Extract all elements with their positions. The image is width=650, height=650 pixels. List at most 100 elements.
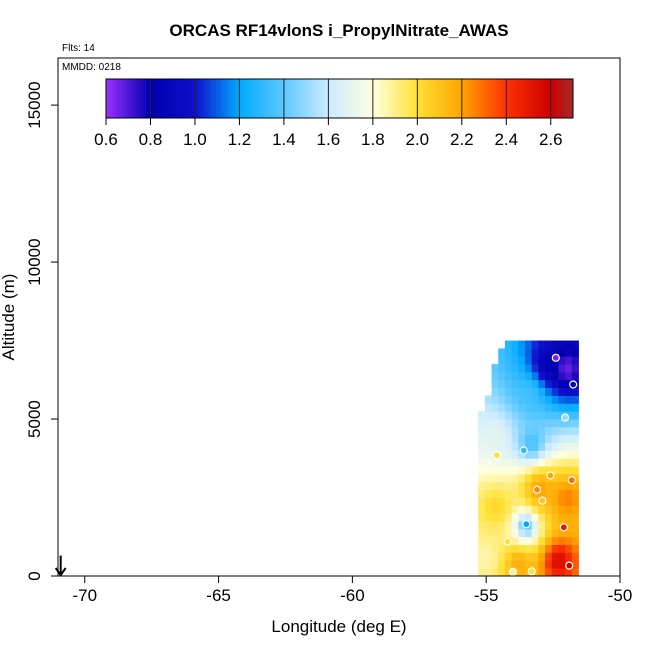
colorbar-segment (336, 79, 340, 118)
colorbar-segment (542, 79, 547, 118)
colorbar-segment (286, 79, 290, 118)
heatmap-cell (538, 356, 546, 365)
sample-point (560, 413, 570, 422)
heatmap-cell (525, 426, 533, 436)
heatmap-cell (478, 544, 486, 553)
heatmap-cell (491, 505, 499, 514)
colorbar-segment (129, 79, 134, 118)
heatmap-cell (538, 340, 546, 349)
colorbar-segment (212, 79, 217, 118)
heatmap-cell (551, 395, 559, 404)
colorbar-tick-label: 1.8 (361, 130, 385, 149)
colorbar-segment (139, 79, 144, 118)
heatmap-cell (518, 536, 526, 546)
heatmap-cell (518, 442, 526, 451)
heatmap-cell (531, 536, 539, 546)
heatmap-cell (484, 450, 492, 459)
heatmap-cell (518, 450, 526, 459)
heatmap-cell (525, 348, 533, 357)
colorbar-segment (132, 79, 137, 118)
colorbar-segment (536, 79, 541, 118)
colorbar-segment (219, 79, 224, 118)
heatmap-cell (531, 466, 539, 475)
colorbar-segment (142, 79, 147, 118)
colorbar-segment (472, 79, 477, 118)
heatmap-cell (571, 450, 579, 459)
heatmap-cell (484, 536, 492, 546)
heatmap-cell (484, 458, 492, 467)
colorbar-segment (302, 79, 307, 118)
heatmap-cell (511, 403, 519, 412)
heatmap-cell (531, 340, 539, 349)
colorbar-tick-label: 1.0 (183, 130, 207, 149)
heatmap-cell (491, 419, 499, 428)
colorbar-segment (546, 79, 551, 118)
heatmap-cell (498, 411, 506, 420)
colorbar-segment (259, 79, 264, 118)
colorbar-segment (492, 79, 497, 118)
heatmap-cell (498, 568, 506, 577)
colorbar-tick-label: 2.6 (539, 130, 563, 149)
colorbar-segment (116, 79, 120, 118)
x-axis-label: Longitude (deg E) (271, 617, 406, 636)
heatmap-cell (491, 473, 499, 483)
heatmap-cell (531, 458, 539, 467)
colorbar-segment (296, 79, 300, 118)
heatmap-cell (545, 513, 553, 522)
colorbar-tick-label: 0.6 (94, 130, 118, 149)
heatmap-cell (531, 371, 539, 381)
heatmap-cell (545, 379, 553, 389)
heatmap-cell (545, 387, 553, 396)
heatmap-cell (525, 340, 533, 349)
heatmap-cell (491, 552, 499, 561)
heatmap-cell (491, 379, 499, 389)
heatmap-cell (491, 521, 499, 530)
heatmap-cell (525, 513, 533, 522)
heatmap-cell (558, 458, 566, 467)
heatmap-cell (545, 364, 553, 373)
heatmap-cell (565, 395, 573, 404)
heatmap-cell (491, 387, 499, 396)
heatmap-cell (551, 419, 559, 428)
heatmap-cell (571, 458, 579, 467)
heatmap-cell (565, 426, 573, 436)
heatmap-cell (551, 544, 559, 553)
heatmap-cell (504, 434, 513, 443)
heatmap-cell (551, 411, 559, 420)
heatmap-cell (531, 544, 539, 553)
heatmap-cell (518, 395, 526, 404)
heatmap-cell (571, 552, 579, 561)
heatmap-cell (504, 466, 513, 475)
heatmap-cell (551, 521, 559, 530)
heatmap-cell (498, 387, 506, 396)
heatmap-cell (571, 560, 579, 569)
heatmap-cell (498, 356, 506, 365)
heatmap-cell (504, 411, 513, 420)
heatmap-cell (518, 371, 526, 381)
heatmap-cell (571, 434, 579, 443)
heatmap-cell (545, 568, 553, 577)
heatmap-cell (518, 473, 526, 483)
heatmap-cell (478, 552, 486, 561)
heatmap-cell (571, 356, 579, 365)
heatmap-cell (545, 560, 553, 569)
colorbar-segment (369, 79, 374, 118)
heatmap-cell (571, 411, 579, 420)
heatmap-cell (531, 403, 539, 412)
heatmap-cell (538, 419, 546, 428)
heatmap-cell (525, 442, 533, 451)
heatmap-cell (504, 340, 513, 349)
sample-point (567, 476, 576, 485)
heatmap-cell (525, 489, 533, 498)
heatmap-cell (538, 458, 546, 467)
heatmap-cell (511, 442, 519, 451)
colorbar-segment (312, 79, 317, 118)
heatmap-cell (551, 497, 559, 506)
heatmap-cell (565, 489, 573, 498)
heatmap-cell (491, 371, 499, 381)
heatmap-cell (551, 536, 559, 546)
heatmap-cell (504, 387, 513, 396)
heatmap-cell (504, 505, 513, 514)
heatmap-cell (498, 466, 506, 475)
colorbar-segment (262, 79, 267, 118)
